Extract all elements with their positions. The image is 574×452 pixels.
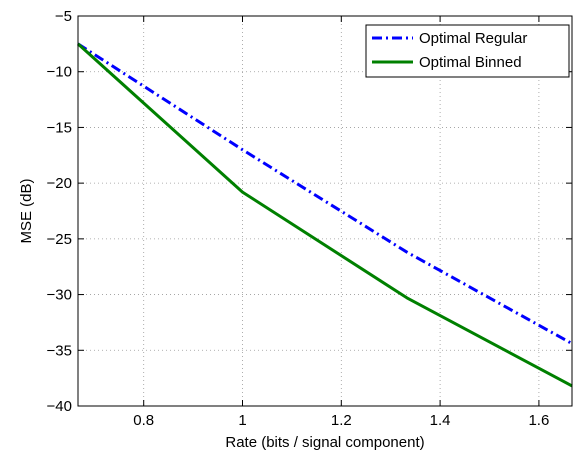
plot-frame: [77, 15, 573, 407]
x-tick-label: 0.8: [133, 412, 154, 429]
series-line-optimal-binned: [76, 42, 573, 388]
x-tick-label: 1.6: [528, 412, 549, 429]
grid: [78, 15, 572, 407]
legend-box: [365, 24, 570, 78]
series-layer: [76, 42, 573, 388]
y-tick-label: −35: [47, 342, 72, 359]
y-tick-label: −15: [47, 119, 72, 136]
x-tick-label: 1.2: [331, 412, 352, 429]
series-line-optimal-regular: [77, 42, 573, 345]
y-tick-label: −20: [47, 175, 72, 192]
y-tick-label: −10: [47, 64, 72, 81]
y-tick-label: −30: [47, 287, 72, 304]
y-tick-label: −5: [55, 8, 72, 25]
legend-label-optimal-binned: Optimal Binned: [419, 54, 522, 71]
legend: Optimal Regular Optimal Binned: [365, 24, 570, 78]
x-tick-label: 1: [238, 412, 246, 429]
x-axis-label: Rate (bits / signal component): [225, 434, 424, 451]
legend-label-optimal-regular: Optimal Regular: [419, 30, 527, 47]
x-tick-label: 1.4: [430, 412, 451, 429]
y-tick-label: −25: [47, 231, 72, 248]
ticks: 0.8 1 1.2 1.4 1.6 −40 −35 −30 −25 −20 −15 −10 −5: [47, 8, 572, 429]
y-tick-label: −40: [47, 398, 72, 415]
y-axis-label: MSE (dB): [18, 178, 35, 243]
